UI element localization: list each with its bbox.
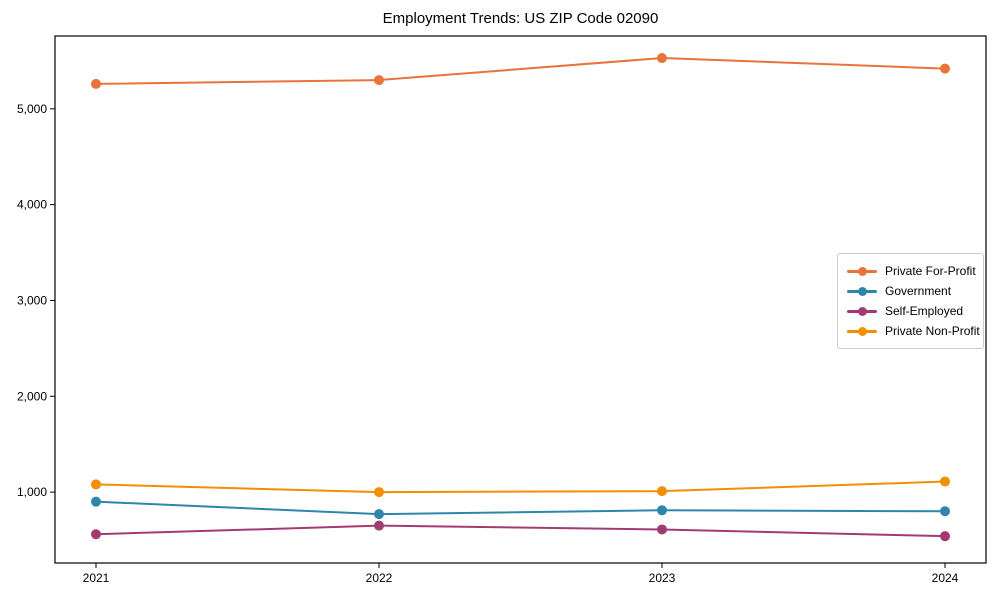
legend-item-government: Government	[847, 281, 974, 301]
data-point-private-non-profit	[91, 479, 101, 490]
x-tick-label: 2022	[366, 571, 393, 585]
x-tick-label: 2021	[83, 571, 110, 585]
data-point-self-employed	[657, 524, 667, 535]
data-point-self-employed	[940, 531, 950, 542]
series-line-private-for-profit	[95, 57, 946, 85]
data-point-government	[91, 496, 101, 507]
data-point-government	[374, 509, 384, 520]
legend-item-private-non-profit: Private Non-Profit	[847, 321, 980, 341]
legend-item-private-for-profit: Private For-Profit	[847, 261, 976, 281]
data-point-government	[940, 506, 950, 517]
legend-marker-icon	[847, 265, 877, 277]
series-line-government	[95, 500, 946, 516]
data-point-self-employed	[374, 520, 384, 531]
y-tick-label: 4,000	[17, 198, 47, 212]
y-tick-label: 5,000	[17, 102, 47, 116]
chart-title: Employment Trends: US ZIP Code 02090	[382, 10, 659, 27]
y-tick-label: 3,000	[17, 293, 47, 307]
data-point-private-for-profit	[374, 75, 384, 86]
plot-frame	[54, 35, 987, 564]
data-point-private-for-profit	[940, 63, 950, 74]
series-line-self-employed	[95, 524, 946, 538]
legend-label: Private For-Profit	[885, 264, 976, 278]
data-point-private-for-profit	[91, 78, 101, 89]
data-point-self-employed	[91, 529, 101, 540]
legend-label: Government	[885, 284, 952, 298]
data-point-private-for-profit	[657, 53, 667, 64]
data-point-private-non-profit	[940, 476, 950, 487]
legend-label: Private Non-Profit	[885, 324, 980, 338]
y-tick-label: 1,000	[17, 485, 47, 499]
data-point-government	[657, 505, 667, 516]
legend-label: Self-Employed	[885, 304, 964, 318]
legend-marker-icon	[847, 325, 877, 337]
y-tick-label: 2,000	[17, 389, 47, 403]
legend-item-self-employed: Self-Employed	[847, 301, 974, 321]
chart-legend: Private For-Profit Government Self-Employe…	[837, 253, 984, 349]
legend-marker-icon	[847, 285, 877, 297]
x-tick-label: 2024	[932, 571, 959, 585]
series-line-private-non-profit	[95, 480, 946, 494]
legend-marker-icon	[847, 305, 877, 317]
data-point-private-non-profit	[374, 487, 384, 498]
x-tick-label: 2023	[649, 571, 676, 585]
data-point-private-non-profit	[657, 486, 667, 497]
